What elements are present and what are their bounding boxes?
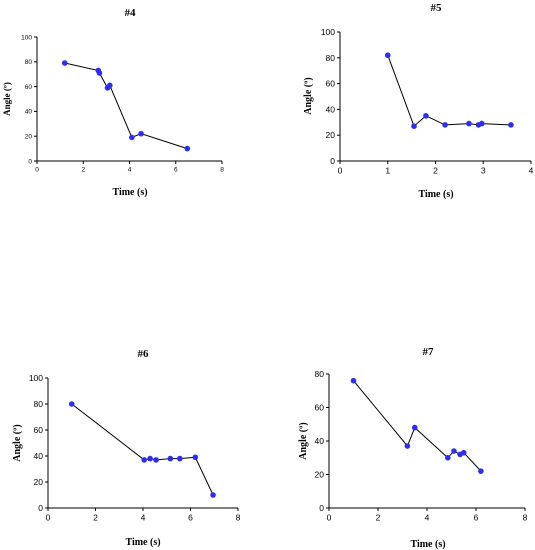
- data-point: [445, 454, 451, 461]
- x-tick-label: 8: [523, 513, 528, 523]
- x-tick-label: 1: [385, 166, 390, 176]
- data-point: [192, 454, 199, 461]
- x-tick-label: 0: [327, 513, 332, 523]
- x-tick-label: 6: [474, 513, 479, 523]
- y-tick-label: 80: [315, 369, 325, 379]
- y-axis-label: Angle (º): [12, 424, 23, 461]
- chart-title: #7: [423, 346, 435, 358]
- series-line: [71, 403, 214, 496]
- y-tick-label: 20: [326, 130, 336, 140]
- y-tick-label: 40: [326, 104, 336, 114]
- x-tick-label: 4: [425, 513, 430, 523]
- y-tick-label: 60: [315, 402, 325, 412]
- data-point: [210, 492, 216, 498]
- x-tick-label: 0: [338, 166, 343, 176]
- y-tick-label: 40: [25, 109, 33, 116]
- data-point: [466, 120, 472, 127]
- y-tick-label: 0: [38, 503, 43, 513]
- y-tick-label: 40: [34, 451, 44, 461]
- data-point: [153, 457, 159, 463]
- data-point: [68, 401, 75, 407]
- y-tick-label: 80: [25, 59, 33, 66]
- data-point: [384, 52, 391, 59]
- data-point: [451, 448, 457, 454]
- chart-title: #4: [125, 7, 137, 19]
- y-tick-label: 20: [34, 477, 44, 487]
- data-point: [411, 424, 418, 431]
- x-tick-label: 8: [220, 167, 224, 174]
- x-tick-label: 2: [93, 513, 98, 523]
- data-point: [107, 82, 113, 89]
- y-tick-label: 0: [319, 503, 324, 513]
- chart-title: #5: [431, 2, 443, 14]
- series-line: [64, 62, 188, 150]
- data-point: [479, 120, 485, 127]
- data-point: [460, 449, 467, 456]
- chart-panel-7: #7 Angle (º) Time (s) 0 20 40 60 80 0 2 4 6 8: [298, 346, 528, 550]
- y-tick-label: 80: [326, 53, 336, 63]
- y-axis-label: Angle (º): [298, 422, 309, 459]
- chart-title: #6: [138, 348, 150, 360]
- data-point: [442, 122, 448, 128]
- x-tick-label: 6: [174, 167, 178, 174]
- data-point: [350, 377, 357, 384]
- y-tick-label: 100: [21, 34, 32, 41]
- y-tick-label: 60: [34, 425, 44, 435]
- series-line: [387, 55, 511, 128]
- y-axis-label: Angle (º): [2, 82, 12, 116]
- data-point: [141, 457, 147, 463]
- y-tick-label: 0: [28, 158, 32, 165]
- x-tick-label: 4: [529, 166, 534, 176]
- x-tick-label: 0: [46, 513, 51, 523]
- data-point: [167, 455, 174, 462]
- x-axis-label: Time (s): [410, 539, 445, 550]
- x-axis-label: Time (s): [418, 189, 453, 200]
- data-point: [129, 134, 135, 141]
- data-point: [184, 145, 191, 152]
- x-tick-label: 2: [433, 166, 438, 176]
- y-tick-label: 60: [25, 84, 33, 91]
- y-tick-label: 80: [34, 399, 44, 409]
- y-tick-label: 100: [321, 27, 335, 37]
- x-tick-label: 4: [141, 513, 146, 523]
- x-tick-label: 2: [376, 513, 381, 523]
- y-tick-label: 0: [330, 156, 335, 166]
- y-axis-label: Angle (º): [303, 77, 314, 114]
- x-tick-label: 4: [128, 167, 132, 174]
- x-tick-label: 8: [236, 513, 241, 523]
- data-point: [411, 123, 417, 129]
- data-point: [508, 122, 514, 128]
- data-point: [96, 70, 103, 76]
- x-axis-label: Time (s): [125, 537, 160, 548]
- x-axis-label: Time (s): [112, 187, 147, 198]
- data-point: [177, 455, 183, 462]
- chart-panel-4: #4 Angle (º) Time (s) 0 20 40 60 80 100 0 2 4 6 8: [2, 7, 224, 198]
- data-point: [404, 443, 411, 449]
- data-point: [147, 455, 153, 462]
- y-tick-label: 20: [25, 133, 33, 140]
- y-tick-label: 40: [315, 436, 325, 446]
- y-tick-label: 20: [315, 469, 325, 479]
- chart-panel-6: #6 Angle (º) Time (s) 0 20 40 60 80 100 0 2 4 6 8: [12, 348, 241, 548]
- data-point: [478, 468, 484, 474]
- x-tick-label: 3: [481, 166, 486, 176]
- y-tick-label: 60: [326, 79, 336, 89]
- x-tick-label: 6: [188, 513, 193, 523]
- x-tick-label: 2: [81, 167, 85, 174]
- y-tick-label: 100: [29, 373, 43, 383]
- data-point: [423, 113, 429, 119]
- data-point: [138, 130, 144, 137]
- chart-panel-5: #5 Angle (º) Time (s) 0 20 40 60 80 100 0 1 2 3 4: [303, 2, 534, 200]
- x-tick-label: 0: [35, 167, 39, 174]
- data-point: [61, 60, 68, 66]
- series-line: [353, 380, 482, 472]
